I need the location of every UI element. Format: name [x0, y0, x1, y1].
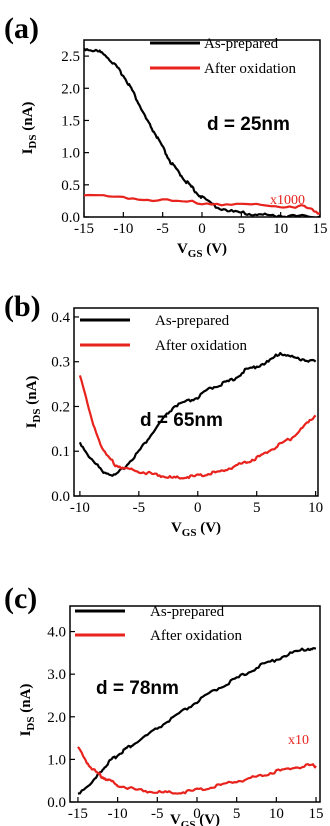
panel-a: -15 -10 -5 0 5 10 15 0.0 0.5 1.0 1.5 2.0 2.5 VGS (V) I… [4, 12, 328, 260]
y-tick-label: 1.0 [47, 752, 66, 768]
x-tick-label: 5 [238, 221, 246, 237]
y-tick-label: 0.4 [51, 310, 70, 326]
y-tick-label: 0.0 [61, 210, 80, 226]
legend-entry: As-prepared [204, 36, 279, 52]
y-tick-label: 2.0 [47, 710, 66, 726]
panel-label: (b) [4, 290, 41, 323]
y-tick-label: 3.0 [47, 667, 66, 683]
x-tick-label: 0 [193, 806, 201, 822]
x-tick-label: -5 [151, 806, 164, 822]
y-tick-label: 2.5 [61, 49, 80, 65]
x-tick-label: -10 [70, 500, 90, 516]
y-tick-label: 0.2 [51, 399, 70, 415]
series-line-as-prepared [77, 647, 317, 795]
x-tick-label: 0 [194, 500, 202, 516]
x-tick-label: 10 [308, 500, 323, 516]
x-tick-label: -5 [156, 221, 169, 237]
x-axis-label: VGS (V) [171, 520, 221, 539]
x-axis-label: VGS (V) [170, 812, 220, 826]
thickness-annotation: d = 65nm [140, 410, 223, 431]
legend-entry: After oxidation [155, 338, 248, 354]
y-tick-label: 0.1 [51, 444, 70, 460]
legend-entry: As-prepared [150, 604, 225, 620]
y-tick-label: 1.5 [61, 113, 80, 129]
x-tick-label: 5 [253, 500, 261, 516]
x-tick-label: 15 [309, 806, 324, 822]
series-line-as-prepared [78, 351, 317, 477]
legend-entry: After oxidation [150, 628, 243, 644]
panel-label: (a) [4, 12, 39, 45]
y-axis-label: IDS (nA) [18, 684, 37, 737]
plot-frame [73, 307, 319, 497]
y-axis-label: IDS (nA) [20, 102, 39, 155]
legend-entry: After oxidation [204, 61, 297, 77]
panel-b: -10 -5 0 5 10 0.0 0.1 0.2 0.3 0.4 VGS (V) IDS (nA) (… [4, 290, 323, 539]
x-tick-label: -5 [133, 500, 146, 516]
plot-frame [69, 605, 321, 803]
x-tick-label: -10 [113, 221, 133, 237]
x-tick-label: 15 [313, 221, 328, 237]
y-tick-label: 0.5 [61, 178, 80, 194]
series-line-after-oxidation [84, 193, 320, 215]
x-tick-label: 0 [198, 221, 206, 237]
thickness-annotation: d = 25nm [207, 114, 290, 135]
y-tick-label: 0.0 [51, 489, 70, 505]
series-line-as-prepared [84, 47, 320, 217]
panel-label: (c) [4, 582, 37, 615]
y-axis-label: IDS (nA) [24, 376, 43, 429]
x-tick-label: 10 [269, 806, 284, 822]
thickness-annotation: d = 78nm [96, 678, 179, 699]
y-tick-label: 1.0 [61, 146, 80, 162]
x-tick-label: 10 [273, 221, 288, 237]
x-axis-label: VGS (V) [177, 241, 227, 260]
x-tick-label: -15 [74, 221, 94, 237]
y-tick-label: 4.0 [47, 625, 66, 641]
multiplier-label: x1000 [270, 193, 305, 208]
panel-c: -15 -10 -5 0 5 10 15 0.0 1.0 2.0 3.0 4.0 VGS (V) IDS … [4, 582, 324, 826]
y-tick-label: 0.3 [51, 355, 70, 371]
y-tick-label: 0.0 [47, 795, 66, 811]
multiplier-label: x10 [288, 733, 309, 748]
legend-entry: As-prepared [155, 313, 230, 329]
x-tick-label: -10 [108, 806, 128, 822]
series-line-after-oxidation [78, 375, 317, 480]
y-tick-label: 2.0 [61, 81, 80, 97]
x-tick-label: 5 [233, 806, 241, 822]
series-line-after-oxidation [77, 746, 317, 795]
x-tick-label: -15 [68, 806, 88, 822]
